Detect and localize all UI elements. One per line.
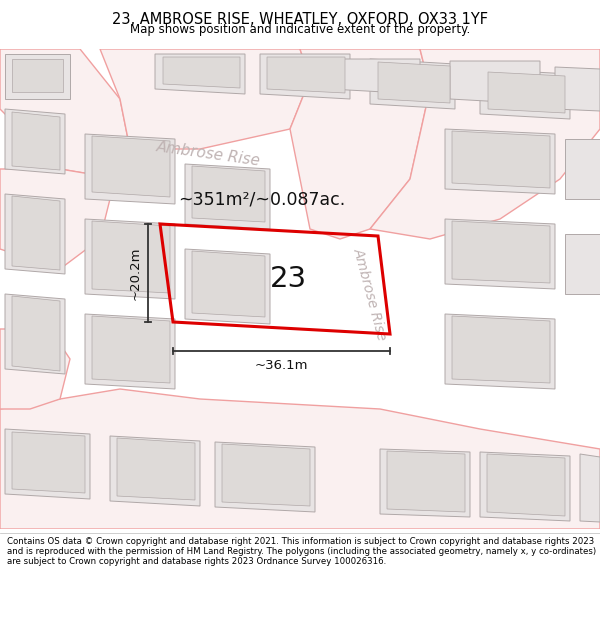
Polygon shape	[5, 109, 65, 174]
Polygon shape	[0, 169, 110, 269]
Polygon shape	[12, 112, 60, 170]
Text: ~351m²/~0.087ac.: ~351m²/~0.087ac.	[178, 190, 345, 208]
Polygon shape	[452, 221, 550, 283]
Text: Ambrose Rise: Ambrose Rise	[155, 139, 261, 169]
Polygon shape	[580, 454, 600, 522]
Polygon shape	[192, 166, 265, 222]
Polygon shape	[445, 129, 555, 194]
Polygon shape	[370, 59, 455, 109]
Polygon shape	[0, 389, 600, 529]
Polygon shape	[452, 131, 550, 188]
Polygon shape	[5, 429, 90, 499]
Polygon shape	[85, 314, 175, 389]
Polygon shape	[155, 54, 245, 94]
Polygon shape	[5, 54, 70, 99]
Polygon shape	[370, 49, 600, 239]
Polygon shape	[215, 442, 315, 512]
Polygon shape	[12, 196, 60, 270]
Polygon shape	[92, 316, 170, 383]
Polygon shape	[378, 62, 450, 103]
Polygon shape	[0, 329, 70, 409]
Polygon shape	[0, 49, 130, 174]
Polygon shape	[330, 59, 420, 94]
Polygon shape	[192, 251, 265, 317]
Polygon shape	[487, 454, 565, 516]
Text: ~36.1m: ~36.1m	[255, 359, 308, 372]
Polygon shape	[387, 451, 465, 512]
Polygon shape	[450, 61, 540, 104]
Polygon shape	[92, 136, 170, 197]
Polygon shape	[5, 294, 65, 374]
Polygon shape	[445, 219, 555, 289]
Polygon shape	[100, 49, 310, 149]
Text: Contains OS data © Crown copyright and database right 2021. This information is : Contains OS data © Crown copyright and d…	[7, 537, 596, 566]
Polygon shape	[12, 432, 85, 493]
Polygon shape	[260, 54, 350, 99]
Polygon shape	[452, 316, 550, 383]
Polygon shape	[163, 57, 240, 88]
Polygon shape	[380, 449, 470, 517]
Polygon shape	[445, 314, 555, 389]
Polygon shape	[290, 49, 430, 239]
Polygon shape	[12, 59, 63, 92]
Text: Ambrose Rise: Ambrose Rise	[351, 246, 389, 342]
Polygon shape	[565, 139, 600, 199]
Polygon shape	[117, 438, 195, 500]
Polygon shape	[488, 72, 565, 113]
Polygon shape	[5, 194, 65, 274]
Text: 23, AMBROSE RISE, WHEATLEY, OXFORD, OX33 1YF: 23, AMBROSE RISE, WHEATLEY, OXFORD, OX33…	[112, 12, 488, 27]
Polygon shape	[92, 221, 170, 293]
Polygon shape	[480, 69, 570, 119]
Polygon shape	[480, 452, 570, 521]
Polygon shape	[267, 57, 345, 93]
Text: 23: 23	[269, 265, 307, 293]
Polygon shape	[110, 436, 200, 506]
Polygon shape	[185, 164, 270, 229]
Polygon shape	[12, 296, 60, 371]
Polygon shape	[222, 444, 310, 506]
Polygon shape	[85, 219, 175, 299]
Polygon shape	[85, 134, 175, 204]
Text: ~20.2m: ~20.2m	[129, 246, 142, 300]
Polygon shape	[555, 67, 600, 111]
Polygon shape	[185, 249, 270, 324]
Polygon shape	[565, 234, 600, 294]
Text: Map shows position and indicative extent of the property.: Map shows position and indicative extent…	[130, 23, 470, 36]
